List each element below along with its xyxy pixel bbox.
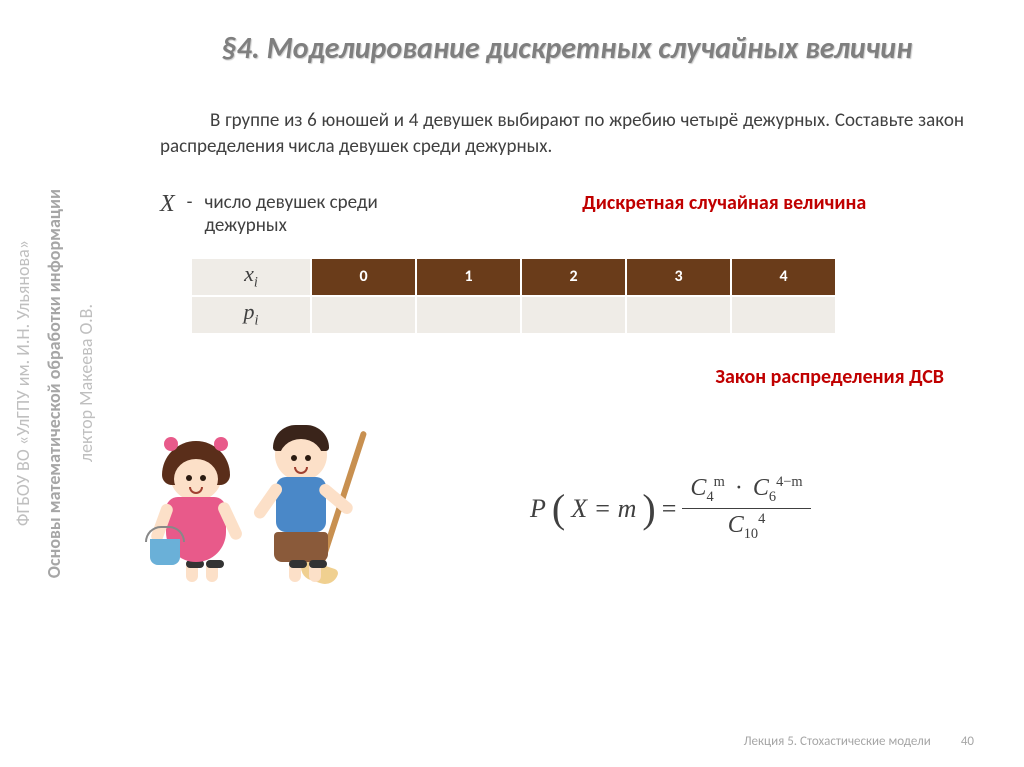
lparen-icon: (: [552, 485, 565, 532]
sidebar-course: Основы математической обработки информац…: [43, 189, 66, 578]
table-cell: [416, 296, 521, 334]
table-cell: [521, 296, 626, 334]
x-text: число девушек среди дежурных: [205, 191, 425, 237]
row-label-x: xi: [191, 258, 311, 296]
x-definition-row: X - число девушек среди дежурных Дискрет…: [130, 191, 1004, 257]
slide-footer: Лекция 5. Стохастические модели 40: [744, 734, 974, 749]
distribution-law-label: Закон распределения ДСВ: [130, 365, 1004, 389]
table-header-cell: 4: [731, 258, 836, 296]
x-definition: X - число девушек среди дежурных: [160, 191, 425, 237]
distribution-table: xi 0 1 2 3 4 pi: [190, 257, 837, 335]
kids-illustration: [160, 409, 410, 609]
table-cell: [311, 296, 416, 334]
probability-formula: P ( X = m ) = C4m · C64−m C104: [530, 474, 811, 543]
rparen-icon: ): [642, 485, 655, 532]
problem-text: В группе из 6 юношей и 4 девушек выбираю…: [130, 108, 1004, 191]
x-dash: -: [187, 191, 193, 237]
table-header-cell: 3: [626, 258, 731, 296]
girl-icon: [170, 449, 226, 587]
table-header-cell: 2: [521, 258, 626, 296]
table-cell: [731, 296, 836, 334]
footer-lecture: Лекция 5. Стохастические модели: [744, 734, 931, 749]
formula-fraction: C4m · C64−m C104: [682, 474, 810, 543]
table-header-cell: 1: [416, 258, 521, 296]
table-header-cell: 0: [311, 258, 416, 296]
bucket-icon: [150, 539, 180, 565]
table-cell: [626, 296, 731, 334]
x-symbol: X: [160, 191, 175, 237]
row-label-p: pi: [191, 296, 311, 334]
sidebar-institution: ФГБОУ ВО «УлГПУ им. И.Н. Ульянова»: [12, 240, 35, 526]
formula-lhs: X = m: [571, 494, 636, 524]
discrete-rv-label: Дискретная случайная величина: [485, 191, 965, 215]
main-content: §4. Моделирование дискретных случайных в…: [130, 0, 1004, 767]
formula-P: P: [530, 494, 546, 524]
bottom-row: P ( X = m ) = C4m · C64−m C104: [130, 409, 1004, 609]
table-row: xi 0 1 2 3 4: [191, 258, 836, 296]
table-row: pi: [191, 296, 836, 334]
footer-page: 40: [961, 734, 974, 749]
sidebar: ФГБОУ ВО «УлГПУ им. И.Н. Ульянова» Основ…: [0, 0, 110, 767]
formula-eq: =: [662, 494, 677, 524]
boy-icon: [275, 429, 328, 587]
sidebar-lecturer: лектор Макеева О.В.: [75, 304, 98, 462]
slide-title: §4. Моделирование дискретных случайных в…: [130, 30, 1004, 108]
